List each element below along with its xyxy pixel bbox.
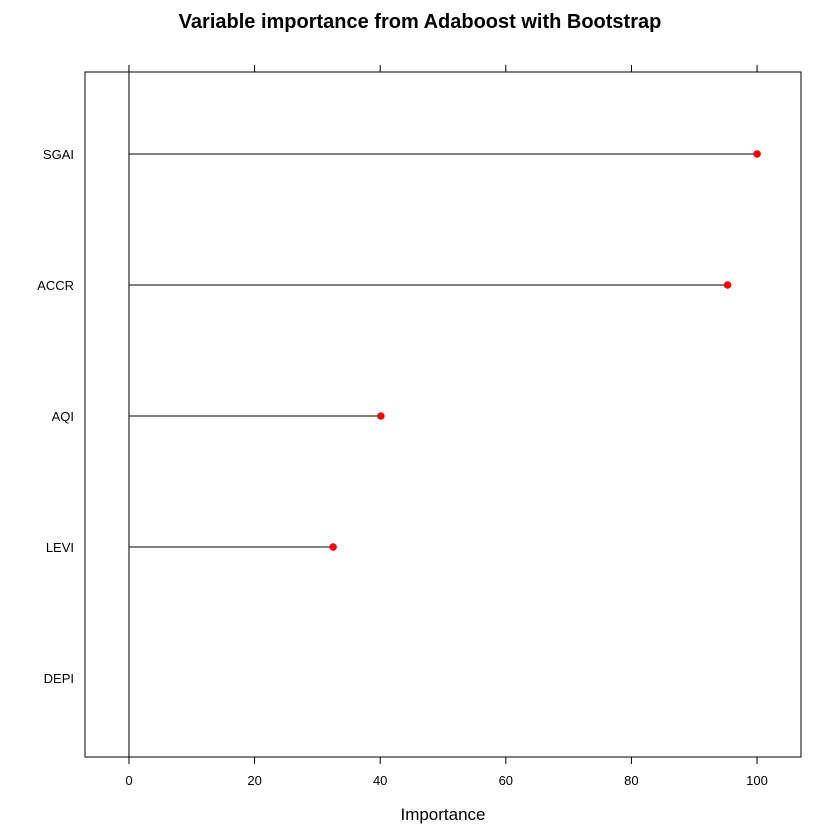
x-tick-label: 0 [125,773,132,788]
y-tick-labels: SGAI ACCR AQI LEVI DEPI [37,147,74,686]
point-accr [723,281,732,289]
y-tick-label-levi: LEVI [46,540,74,555]
top-ticks [128,65,758,72]
y-tick-label-accr: ACCR [37,278,74,293]
y-tick-label-sgai: SGAI [43,147,74,162]
point-aqi [377,412,385,420]
x-tick-label: 100 [746,773,768,788]
x-tick-label: 60 [499,773,513,788]
x-tick-label: 80 [624,773,638,788]
y-tick-label-depi: DEPI [44,671,74,686]
points [329,150,761,551]
y-tick-label-aqi: AQI [52,409,74,424]
point-sgai [753,150,761,158]
plot-frame [84,71,802,758]
point-levi [329,543,337,551]
x-tick-labels: 0 20 40 60 80 100 [125,773,768,788]
chart-title: Variable importance from Adaboost with B… [179,11,662,33]
x-tick-label: 40 [373,773,387,788]
bottom-ticks [128,757,758,764]
x-axis-label: Importance [400,805,485,824]
x-tick-label: 20 [247,773,261,788]
stems [128,153,758,548]
